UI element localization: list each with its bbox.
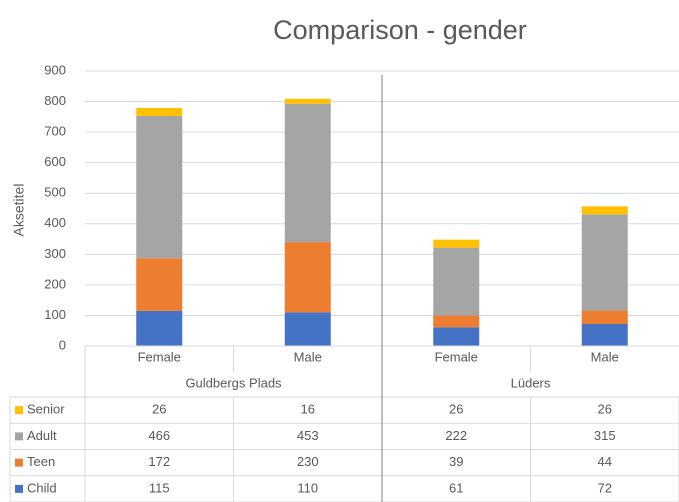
legend-swatch [15, 432, 23, 441]
bar-segment [433, 247, 480, 316]
table-value: 26 [152, 402, 166, 417]
bar-segment [433, 315, 480, 328]
table-value: 16 [301, 402, 315, 417]
group-label: Lüders [511, 375, 551, 390]
bar-segment [284, 242, 331, 313]
table-value: 222 [445, 428, 467, 443]
chart-title: Comparison - gender [273, 15, 527, 45]
table-value: 44 [598, 454, 612, 469]
bar-segment [136, 107, 183, 116]
table-value: 72 [598, 480, 612, 495]
legend-label: Child [27, 480, 57, 495]
table-value: 26 [598, 402, 612, 417]
table-value: 26 [449, 402, 463, 417]
bar-segment [581, 214, 628, 311]
bar-segment [581, 206, 628, 215]
table-value: 453 [297, 428, 319, 443]
x-tick-label: Female [435, 349, 478, 364]
legend-label: Adult [27, 428, 57, 443]
y-tick-label: 300 [44, 246, 66, 261]
table-value: 172 [148, 454, 170, 469]
legend-swatch [15, 458, 23, 467]
y-tick-label: 900 [44, 62, 66, 77]
table-value: 61 [449, 480, 463, 495]
bar-segment [136, 310, 183, 346]
bar-segment [433, 239, 480, 248]
y-tick-label: 400 [44, 215, 66, 230]
bar-segment [284, 98, 331, 104]
bar-segment [581, 310, 628, 324]
table-value: 39 [449, 454, 463, 469]
table-value: 115 [149, 480, 170, 495]
x-tick-label: Male [591, 349, 619, 364]
legend-label: Senior [27, 402, 65, 417]
legend-label: Teen [27, 454, 55, 469]
legend-swatch [15, 406, 23, 415]
group-label: Guldbergs Plads [185, 375, 282, 390]
table-value: 230 [297, 454, 319, 469]
legend-swatch [15, 484, 23, 493]
table-value: 110 [297, 480, 318, 495]
bar-segment [284, 312, 331, 346]
y-tick-label: 600 [44, 154, 66, 169]
bar-segment [284, 103, 331, 243]
y-axis-title: Aksetitel [11, 184, 27, 237]
y-tick-label: 800 [44, 93, 66, 108]
table-value: 315 [594, 428, 616, 443]
bar-segment [136, 258, 183, 311]
x-tick-label: Male [294, 349, 322, 364]
bar-segment [433, 327, 480, 346]
y-tick-label: 0 [59, 337, 66, 352]
y-tick-label: 500 [44, 185, 66, 200]
bar-segment [136, 115, 183, 259]
y-tick-label: 700 [44, 124, 66, 139]
y-tick-label: 100 [44, 307, 66, 322]
y-tick-label: 200 [44, 276, 66, 291]
x-tick-label: Female [138, 349, 181, 364]
table-value: 466 [148, 428, 170, 443]
bar-segment [581, 324, 628, 346]
